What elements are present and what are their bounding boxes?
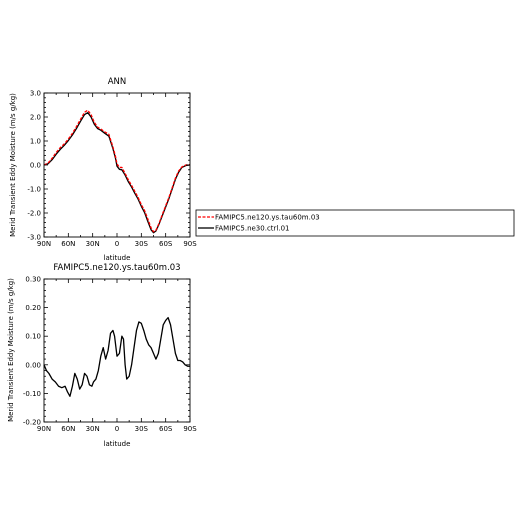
bottom-y-tick-label: -0.10 <box>23 390 41 398</box>
bottom-plot-title: FAMIPC5.ne120.ys.tau60m.03 <box>53 263 180 273</box>
legend-label-ne30: FAMIPC5.ne30.ctrl.01 <box>215 225 290 233</box>
top-series-line-0 <box>43 109 191 233</box>
top-y-tick-label: 1.0 <box>30 138 41 146</box>
bottom-x-tick-label: 60N <box>61 425 75 433</box>
top-x-tick-label: 30S <box>135 240 149 248</box>
bottom-x-tick-label: 90S <box>183 425 197 433</box>
top-panel: ANN 90N 60N 30N 0 30S 60S 90S 3.0 2.0 1.0 0.0 -1.0 -… <box>9 77 197 262</box>
top-y-tick-label: 0.0 <box>30 162 41 170</box>
top-ticks: 90N 60N 30N 0 30S 60S 90S 3.0 2.0 1.0 0.0 -1.0 -2.0 -… <box>27 90 197 249</box>
top-x-axis-title: latitude <box>104 254 131 262</box>
legend-entry-ne120: FAMIPC5.ne120.ys.tau60m.03 <box>198 214 320 222</box>
top-plot-title: ANN <box>108 77 127 87</box>
legend-box <box>195 209 515 237</box>
top-x-tick-label: 90N <box>37 240 51 248</box>
bottom-series-group <box>43 316 190 397</box>
bottom-y-tick-label: -0.20 <box>23 419 41 427</box>
bottom-panel: FAMIPC5.ne120.ys.tau60m.03 90N 60N 30N 0 30S… <box>7 263 197 448</box>
top-y-tick-label: -1.0 <box>27 186 41 194</box>
bottom-y-tick-label: 0.20 <box>25 304 41 312</box>
top-y-tick-label: -3.0 <box>27 234 41 242</box>
legend: FAMIPC5.ne120.ys.tau60m.03 FAMIPC5.ne30.… <box>195 209 515 237</box>
top-x-tick-label: 90S <box>183 240 197 248</box>
bottom-series-line-0 <box>43 316 190 397</box>
bottom-ticks: 90N 60N 30N 0 30S 60S 90S 0.30 0.20 0.10 0.00 -0.10… <box>23 276 197 434</box>
top-y-tick-label: 2.0 <box>30 114 41 122</box>
bottom-x-tick-label: 30N <box>86 425 100 433</box>
top-x-tick-label: 0 <box>115 240 119 248</box>
top-x-tick-label: 60N <box>61 240 75 248</box>
bottom-x-axis-title: latitude <box>104 440 131 448</box>
bottom-x-tick-label: 60S <box>159 425 173 433</box>
top-y-tick-label: -2.0 <box>27 210 41 218</box>
bottom-y-tick-label: 0.30 <box>25 276 41 284</box>
bottom-x-tick-label: 0 <box>115 425 119 433</box>
bottom-y-tick-label: 0.00 <box>25 361 41 369</box>
bottom-y-tick-label: 0.10 <box>25 333 41 341</box>
bottom-x-tick-label: 90N <box>37 425 51 433</box>
bottom-x-tick-label: 30S <box>135 425 149 433</box>
legend-entry-ne30: FAMIPC5.ne30.ctrl.01 <box>198 225 290 233</box>
bottom-y-axis-title: Merid Transient Eddy Moisture (m/s g/kg) <box>7 278 15 422</box>
legend-label-ne120: FAMIPC5.ne120.ys.tau60m.03 <box>215 214 320 222</box>
top-y-tick-label: 3.0 <box>30 90 41 98</box>
top-x-tick-label: 30N <box>86 240 100 248</box>
top-series-group <box>43 109 191 234</box>
top-y-axis-title: Merid Transient Eddy Moisture (m/s g/kg) <box>9 93 17 237</box>
top-x-tick-label: 60S <box>159 240 173 248</box>
